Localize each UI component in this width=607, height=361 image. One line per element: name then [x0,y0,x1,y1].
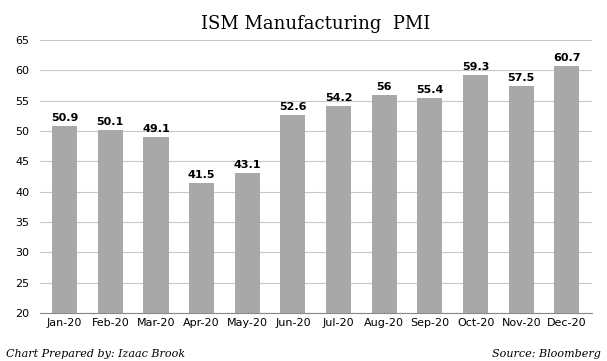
Bar [189,183,214,313]
Text: 50.9: 50.9 [51,113,78,123]
Bar [463,75,488,313]
Text: 50.1: 50.1 [97,117,124,127]
Bar [554,66,580,313]
Text: 52.6: 52.6 [279,102,307,112]
Text: 55.4: 55.4 [416,85,444,95]
Title: ISM Manufacturing  PMI: ISM Manufacturing PMI [201,15,430,33]
Text: 49.1: 49.1 [142,123,170,134]
Bar [280,115,305,313]
Bar [143,136,169,313]
Text: 54.2: 54.2 [325,92,352,103]
Text: 57.5: 57.5 [507,73,535,83]
Bar [371,95,397,313]
Text: 59.3: 59.3 [462,62,489,71]
Bar [52,126,77,313]
Bar [326,106,351,313]
Bar [98,130,123,313]
Bar [509,86,534,313]
Text: 60.7: 60.7 [553,53,581,63]
Bar [418,98,443,313]
Text: Source: Bloomberg: Source: Bloomberg [492,349,601,359]
Text: Chart Prepared by: Izaac Brook: Chart Prepared by: Izaac Brook [6,349,185,359]
Text: 56: 56 [376,82,392,92]
Text: 41.5: 41.5 [188,170,215,180]
Text: 43.1: 43.1 [234,160,261,170]
Bar [235,173,260,313]
